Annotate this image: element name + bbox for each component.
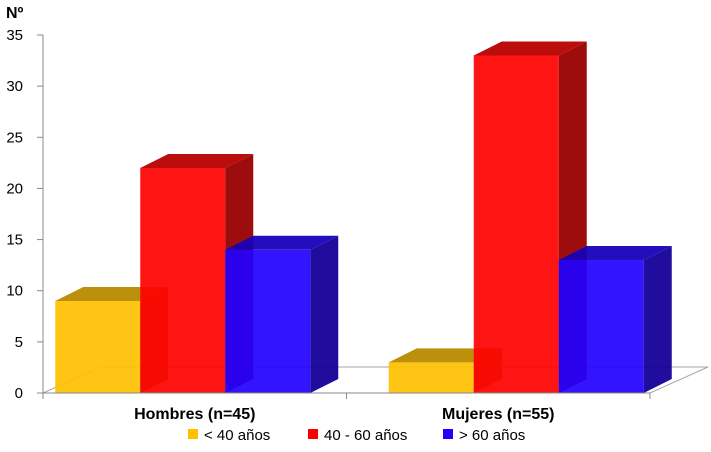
y-unit-label: Nº (6, 5, 24, 22)
legend-label: 40 - 60 años (324, 427, 407, 444)
bars (55, 41, 672, 393)
y-tick-label: 15 (6, 232, 23, 249)
legend-item: 40 - 60 años (308, 427, 407, 444)
legend-label: < 40 años (204, 427, 270, 444)
bar-front (225, 249, 311, 393)
bar-top (55, 286, 169, 301)
bar-front (388, 362, 474, 393)
y-tick-label: 20 (6, 180, 23, 197)
y-tick-label: 0 (15, 385, 23, 402)
bar-front (473, 55, 559, 393)
y-tick-label: 35 (6, 27, 23, 44)
bar-top (225, 235, 339, 250)
bar-front (55, 300, 141, 393)
bar-front (140, 167, 226, 393)
legend-swatch (308, 429, 318, 439)
y-axis: 0 5 10 15 20 25 30 35 (6, 27, 44, 402)
bar-side (310, 235, 339, 393)
y-tick-label: 25 (6, 129, 23, 146)
bar-front (558, 260, 644, 393)
y-tick-label: 10 (6, 283, 23, 300)
category-label: Mujeres (n=55) (442, 406, 554, 423)
category-axis: Hombres (n=45) Mujeres (n=55) (42, 392, 651, 423)
legend-swatch (188, 429, 198, 439)
legend-swatch (443, 429, 453, 439)
y-tick-label: 30 (6, 78, 23, 95)
y-tick-label: 5 (15, 334, 23, 351)
bar-top (473, 41, 587, 56)
category-label: Hombres (n=45) (134, 406, 255, 423)
legend-label: > 60 años (459, 427, 525, 444)
legend: < 40 años 40 - 60 años > 60 años (188, 427, 525, 444)
bar (473, 41, 587, 393)
bar-top (140, 153, 254, 168)
legend-item: < 40 años (188, 427, 270, 444)
bar-top (388, 348, 502, 363)
bar-side (643, 246, 672, 393)
bar-top (558, 246, 672, 261)
bar (558, 246, 672, 393)
legend-item: > 60 años (443, 427, 525, 444)
bar (225, 235, 339, 393)
